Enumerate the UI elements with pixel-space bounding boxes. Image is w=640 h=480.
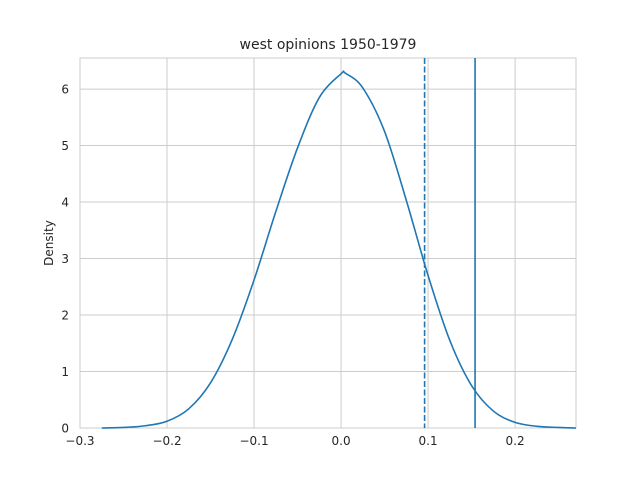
plot-area — [80, 58, 576, 428]
y-tick-label: 4 — [61, 196, 69, 210]
y-ticks: 0 1 2 3 4 5 6 — [61, 83, 69, 436]
reference-lines — [423, 58, 476, 428]
y-tick-label: 1 — [61, 365, 69, 379]
grid — [79, 58, 576, 429]
axes-border — [79, 57, 577, 429]
x-tick-label: 0.1 — [419, 434, 438, 448]
y-tick-label: 2 — [61, 309, 69, 323]
chart-title: west opinions 1950-1979 — [240, 37, 417, 53]
density-curve — [101, 70, 577, 429]
y-tick-label: 0 — [61, 422, 69, 436]
series-layer — [101, 70, 577, 429]
x-tick-label: −0.2 — [152, 434, 181, 448]
y-tick-label: 3 — [61, 252, 69, 266]
x-tick-label: −0.1 — [239, 434, 268, 448]
axes-frame — [79, 57, 577, 429]
x-ticks: −0.3 −0.2 −0.1 0.0 0.1 0.2 — [65, 434, 524, 448]
x-tick-label: 0.2 — [506, 434, 525, 448]
x-tick-label: −0.3 — [65, 434, 94, 448]
y-tick-label: 6 — [61, 83, 69, 97]
x-tick-label: 0.0 — [332, 434, 351, 448]
y-tick-label: 5 — [61, 139, 69, 153]
y-axis-label: Density — [42, 220, 56, 266]
